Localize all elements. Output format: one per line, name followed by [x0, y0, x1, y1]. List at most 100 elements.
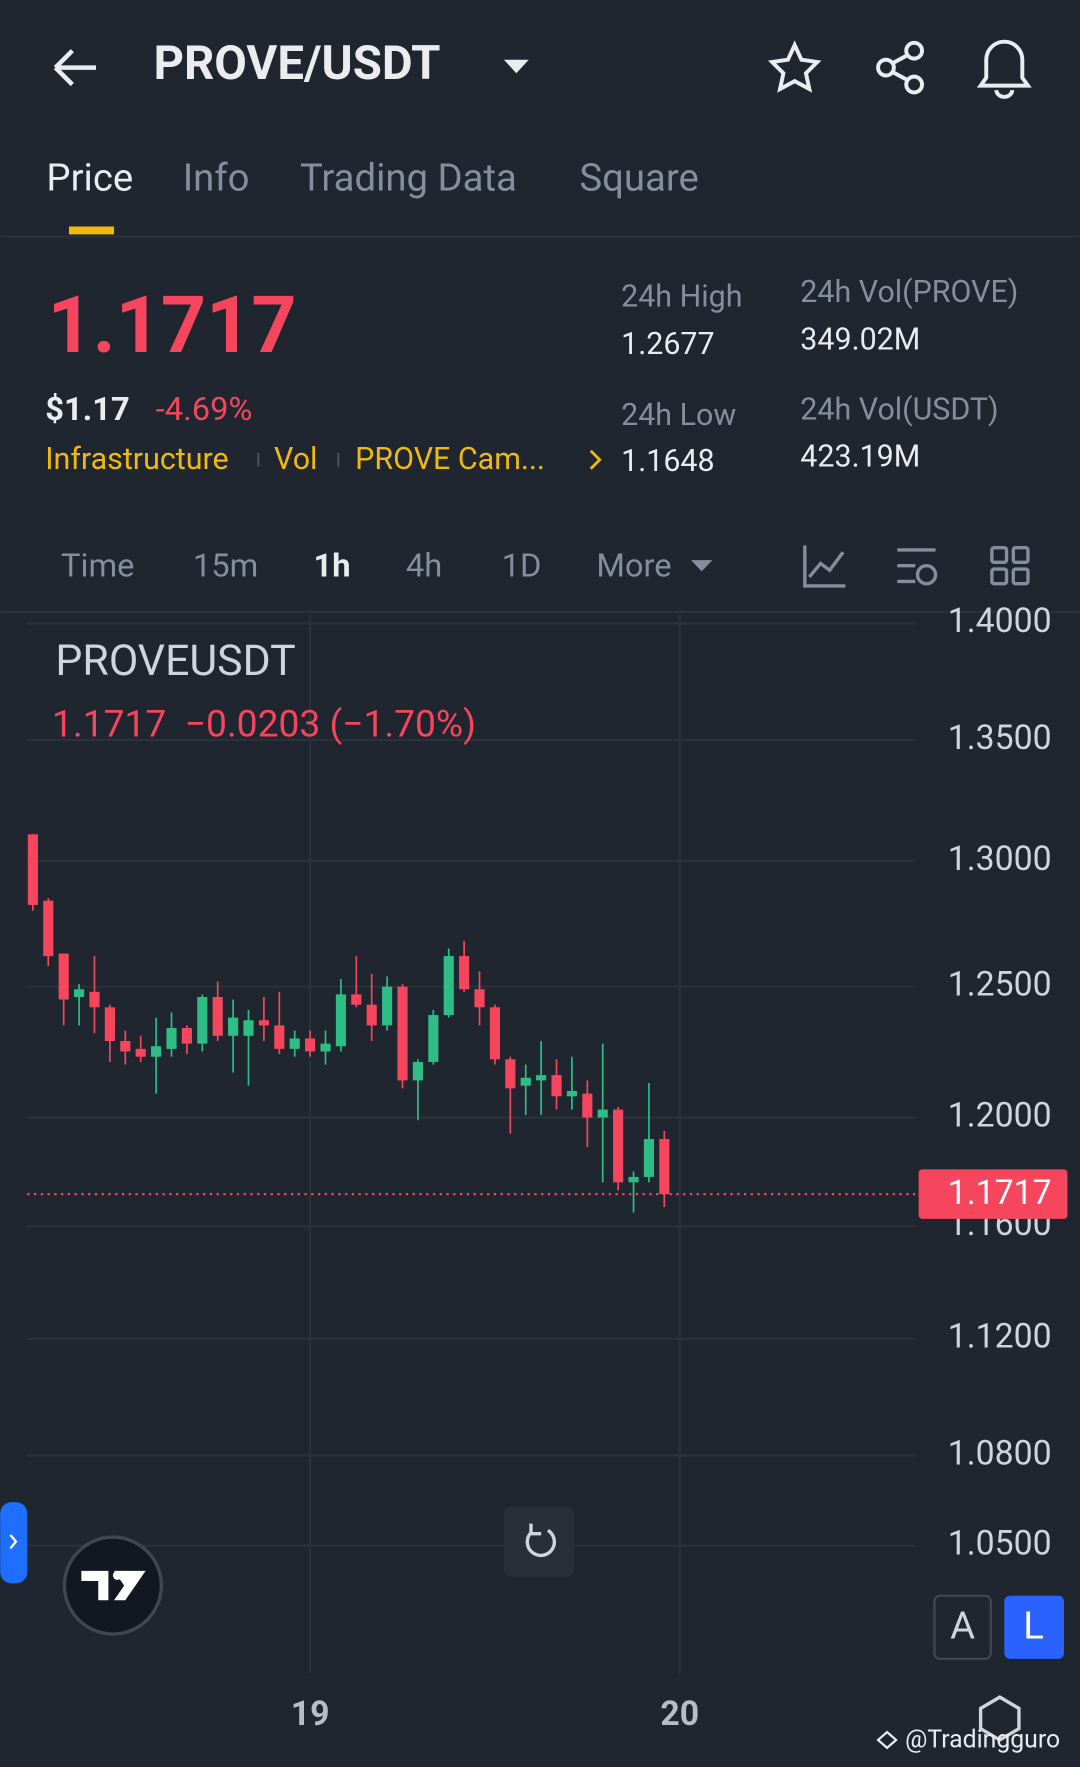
x-tick-label: 19	[291, 1695, 330, 1734]
pair-title[interactable]: PROVE/USDT	[153, 35, 440, 91]
stat-value: 1.1648	[621, 444, 714, 479]
candle-body	[305, 1038, 316, 1052]
candle-body	[258, 1020, 269, 1026]
candle-body	[397, 986, 408, 1081]
candle-body	[412, 1061, 423, 1081]
y-tick-label: 1.2500	[948, 966, 1052, 1005]
stat-value: 1.2677	[621, 327, 714, 362]
tag[interactable]: Infrastructure	[45, 442, 228, 477]
candle-body	[613, 1109, 624, 1183]
candle-body	[443, 956, 454, 1016]
tab[interactable]: Square	[579, 155, 698, 200]
candle-body	[474, 989, 485, 1008]
candle-body	[536, 1075, 547, 1081]
candle-body	[89, 991, 100, 1008]
candle-body	[151, 1046, 162, 1057]
watermark: @Tradingguro	[905, 1726, 1060, 1755]
interval[interactable]: Time	[61, 547, 134, 585]
more-dropdown[interactable]	[691, 560, 713, 572]
stat-label: 24h High	[621, 280, 742, 315]
scale-button[interactable]	[1004, 1595, 1065, 1659]
y-tick-label: 1.1200	[948, 1318, 1052, 1357]
settings-icon[interactable]	[897, 548, 936, 584]
last-price-badge	[918, 1169, 1068, 1219]
reset-button[interactable]	[503, 1506, 574, 1577]
candle-body	[104, 1007, 115, 1042]
last-price: 1.1717	[48, 280, 297, 372]
candle-body	[659, 1139, 670, 1195]
candle-body	[489, 1007, 500, 1060]
x-tick-label: 20	[660, 1695, 699, 1734]
price-change: -4.69%	[156, 390, 253, 428]
tab[interactable]: Info	[183, 155, 250, 200]
tab-indicator	[68, 226, 115, 235]
scale-button[interactable]	[933, 1594, 992, 1660]
share-icon[interactable]	[876, 40, 924, 95]
tag[interactable]: Vol	[274, 442, 317, 477]
settings-icon-dot	[915, 564, 938, 586]
last-price-label: 1.1717	[948, 1174, 1052, 1213]
candle-body	[181, 1028, 192, 1044]
tag[interactable]: PROVE Cam...	[355, 442, 545, 477]
candle-body	[628, 1176, 639, 1183]
candle-body	[243, 1020, 254, 1036]
candle-body	[382, 986, 393, 1026]
pair-dropdown[interactable]	[503, 59, 529, 74]
y-tick-label: 1.3500	[948, 719, 1052, 758]
candle-body	[135, 1048, 146, 1057]
stat-label: 24h Vol(USDT)	[800, 392, 998, 427]
y-tick-label: 1.2000	[948, 1097, 1052, 1136]
chart-title: PROVEUSDT	[55, 636, 295, 686]
candle-body	[643, 1139, 655, 1177]
y-tick-label: 1.0500	[948, 1525, 1052, 1564]
tag-arrow[interactable]	[589, 449, 602, 470]
scale-button-label[interactable]: L	[1023, 1604, 1044, 1649]
candle-body	[320, 1043, 331, 1052]
favorite-icon[interactable]	[767, 40, 822, 93]
interval[interactable]: 1h	[313, 547, 350, 585]
stat-value: 423.19M	[800, 440, 920, 475]
candle-body	[120, 1041, 131, 1052]
tv-logo[interactable]	[62, 1535, 164, 1636]
alert-icon[interactable]	[976, 39, 1032, 99]
interval[interactable]: 15m	[193, 547, 258, 585]
tab[interactable]: Price	[46, 155, 133, 200]
candle-body	[74, 989, 85, 997]
tv-logo-mark	[81, 1570, 146, 1601]
candle-body	[459, 956, 470, 990]
candle-body	[566, 1090, 578, 1097]
layout-icon[interactable]	[990, 545, 1030, 586]
chart-subtitle: 1.1717 −0.0203 (−1.70%)	[52, 704, 476, 747]
candle-body	[597, 1109, 608, 1118]
stat-value: 349.02M	[800, 322, 920, 357]
candle-body	[428, 1015, 439, 1062]
candle-body	[58, 953, 69, 1000]
chart-settings-icon[interactable]	[978, 1695, 1021, 1742]
stat-label: 24h Vol(PROVE)	[800, 275, 1018, 310]
candle-body	[27, 834, 38, 905]
y-tick-label: 1.4000	[948, 602, 1052, 641]
candle-body	[335, 994, 346, 1047]
interval[interactable]: More	[596, 547, 671, 585]
candle-body	[274, 1025, 285, 1049]
chart: 19 201.40001.35001.30001.25001.20001.1600…	[27, 602, 1068, 1734]
candle-body	[505, 1059, 516, 1089]
candle-body	[366, 1004, 377, 1026]
y-tick-label: 1.0800	[948, 1434, 1052, 1473]
interval[interactable]: 4h	[406, 547, 442, 585]
candle-body	[520, 1077, 531, 1086]
candle-body	[551, 1075, 562, 1097]
indicator-icon[interactable]	[803, 545, 846, 588]
tab[interactable]: Trading Data	[300, 155, 517, 200]
interval[interactable]: 1D	[502, 547, 542, 585]
tv-logo-dot	[112, 1570, 122, 1580]
candle-body	[43, 900, 54, 957]
scale-button-label[interactable]: A	[950, 1604, 975, 1649]
reset-icon	[525, 1523, 556, 1558]
candle-body	[197, 996, 208, 1044]
candle-body	[166, 1028, 177, 1049]
back-icon[interactable]	[53, 49, 96, 87]
